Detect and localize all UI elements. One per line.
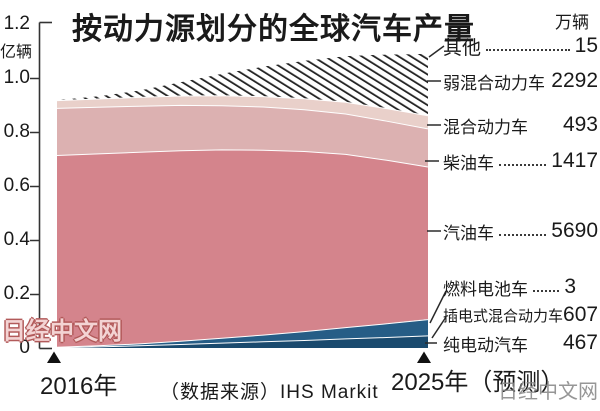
- legend-row-hybrid: 混合动力车 493: [443, 113, 598, 137]
- y-tick-0: 0: [19, 337, 30, 358]
- triangle-marker-2016: [47, 351, 61, 363]
- chart-title: 按动力源划分的全球汽车产量: [72, 13, 475, 46]
- y-axis: [30, 21, 52, 350]
- legend-row-fcv: 燃料电池车 3: [443, 275, 598, 299]
- watermark-nikkei-right: 日经中文网: [498, 381, 598, 403]
- legend-value-diesel: 1417: [551, 149, 598, 172]
- legend-label-diesel: 柴油车: [443, 153, 494, 173]
- legend-label-other: 其他: [443, 37, 482, 59]
- legend-label-phev: 插电式混合动力车: [443, 307, 564, 325]
- y-axis-unit: 亿辆: [0, 44, 33, 61]
- legend-value-hybrid: 493: [562, 113, 598, 136]
- leader-phev: [431, 316, 447, 339]
- dotted-leader: [486, 49, 570, 51]
- legend-label-gasoline: 汽油车: [443, 223, 494, 243]
- legend-label-hybrid: 混合动力车: [443, 117, 528, 137]
- data-source: （数据来源）IHS Markit: [160, 382, 379, 403]
- x-label-2025: 2025年（预测）: [391, 369, 565, 396]
- y-tick-0_2: 0.2: [3, 283, 30, 304]
- triangle-marker-2025: [417, 351, 431, 363]
- band-separator-phev: [56, 318, 429, 348]
- leader-fcv: [429, 290, 447, 324]
- legend-value-fcv: 3: [564, 275, 576, 298]
- area-ev: [57, 335, 428, 348]
- legend-value-other: 15: [574, 34, 598, 57]
- axis-ticks: [30, 77, 40, 296]
- legend-row-diesel: 柴油车 1417: [443, 149, 598, 173]
- legend-label-fcv: 燃料电池车: [443, 279, 528, 299]
- dotted-leader: [499, 164, 547, 166]
- leader-other: [428, 45, 445, 58]
- legend-value-ev: 467: [562, 331, 598, 354]
- y-tick-0_8: 0.8: [3, 121, 30, 142]
- legend-row-phev: 插电式混合动力车 607: [443, 303, 598, 327]
- area-hybrid: [57, 95, 428, 129]
- area-series-group: [56, 53, 429, 349]
- legend-row-mild-hybrid: 弱混合动力车 2292: [443, 69, 598, 93]
- legend-value-phev: 607: [563, 303, 599, 326]
- band-separator-ev: [56, 334, 429, 349]
- legend-label-mild-hybrid: 弱混合动力车: [443, 73, 545, 93]
- area-gasoline: [57, 149, 428, 347]
- legend-row-other: 其他 15: [443, 34, 598, 59]
- area-mild-hybrid: [57, 53, 428, 116]
- band-separator-gasoline: [56, 148, 429, 168]
- x-axis-markers: [47, 351, 431, 363]
- area-phev: [57, 319, 428, 348]
- watermark-nikkei-left: 日经中文网: [2, 318, 122, 345]
- area-diesel: [57, 104, 428, 167]
- right-axis-unit: 万辆: [555, 13, 589, 32]
- legend-label-ev: 纯电动汽车: [443, 335, 528, 355]
- legend-value-mild-hybrid: 2292: [551, 69, 598, 92]
- y-tick-1_2: 1.2: [3, 13, 30, 34]
- y-tick-1_0: 1.0: [3, 67, 30, 88]
- legend-leader-lines: [425, 45, 447, 344]
- legend-row-ev: 纯电动汽车 467: [443, 331, 598, 355]
- legend-row-gasoline: 汽油车 5690: [443, 219, 598, 243]
- x-label-2016: 2016年: [40, 373, 118, 400]
- legend-value-gasoline: 5690: [551, 219, 598, 242]
- y-tick-0_6: 0.6: [3, 175, 30, 196]
- y-tick-0_4: 0.4: [3, 229, 30, 250]
- dotted-leader: [499, 234, 547, 236]
- dotted-leader: [533, 290, 560, 292]
